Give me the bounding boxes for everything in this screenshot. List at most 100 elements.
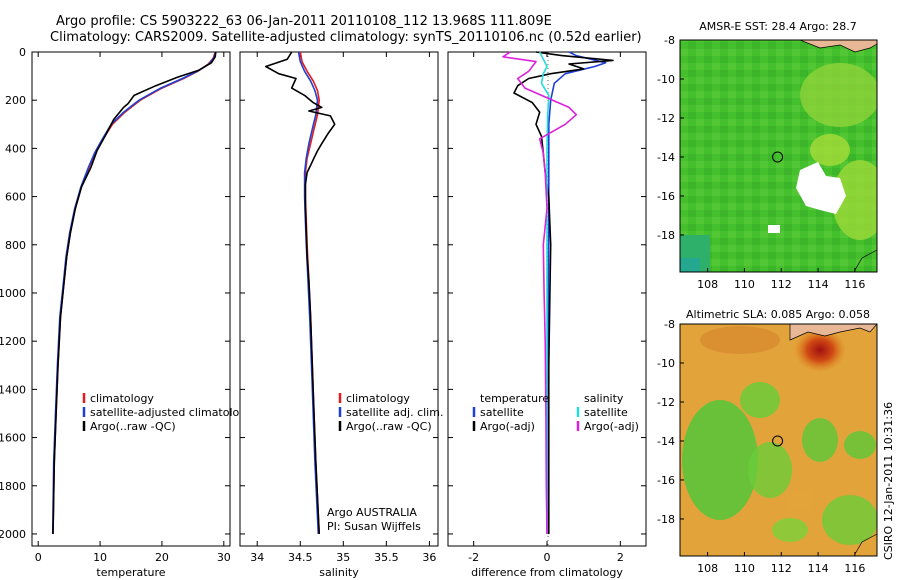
map-y-tick-label: -18 — [657, 513, 675, 526]
x-tick-label: 20 — [155, 551, 169, 564]
timestamp-text: CSIRO 12-Jan-2011 10:31:36 — [882, 402, 895, 560]
y-tick-label: 0 — [19, 46, 26, 59]
x-tick-label: 0 — [544, 551, 551, 564]
y-tick-label: 1200 — [0, 335, 26, 348]
sla-argo-location-marker — [772, 435, 784, 447]
y-tick-label: 1600 — [0, 432, 26, 445]
timestamp-label: CSIRO 12-Jan-2011 10:31:36 — [882, 402, 895, 560]
sst-map-frame — [679, 39, 878, 273]
y-tick-label: 1400 — [0, 383, 26, 396]
map-y-tick-label: -8 — [664, 34, 675, 47]
y-tick-label: 1800 — [0, 480, 26, 493]
salinity-frame — [239, 51, 439, 547]
map-x-tick-label: 110 — [734, 562, 755, 575]
sla-map-panel: Altimetric SLA: 0.085 Argo: 0.058 108 110… — [657, 308, 878, 575]
sst-field — [680, 40, 877, 272]
y-tick-label: 800 — [5, 239, 26, 252]
sst-argo-location-marker — [772, 151, 784, 163]
map-x-tick-label: 108 — [697, 278, 718, 291]
map-y-tick-label: -12 — [657, 112, 675, 125]
x-tick-label: 34.5 — [288, 551, 313, 564]
legend-label: satellite — [584, 406, 628, 419]
sst-missing-data — [796, 162, 846, 214]
header-line-1: Argo profile: CS 5903222_63 06-Jan-2011 … — [56, 14, 552, 29]
map-y-tick-label: -10 — [657, 73, 675, 86]
map-y-tick-label: -14 — [657, 435, 675, 448]
series-line-black — [264, 51, 336, 535]
map-x-tick-label: 114 — [808, 562, 829, 575]
x-tick-label: -2 — [468, 551, 479, 564]
map-y-tick-label: -18 — [657, 229, 675, 242]
legend-label: climatology — [90, 392, 154, 405]
sst-missing-data — [768, 225, 780, 233]
legend-label: satellite adj. clim. — [346, 406, 443, 419]
map-y-tick-label: -16 — [657, 190, 675, 203]
sst-map-title: AMSR-E SST: 28.4 Argo: 28.7 — [699, 20, 857, 33]
annotation-text: PI: Susan Wijffels — [327, 520, 421, 533]
sla-low-patch — [822, 495, 877, 545]
sla-high-patch — [700, 326, 780, 354]
sst-cool-patch — [680, 258, 700, 272]
x-tick-label: 34 — [250, 551, 264, 564]
y-tick-label: 2000 — [0, 528, 26, 541]
annotation-text: Argo AUSTRALIA — [327, 506, 417, 519]
map-y-tick-label: -8 — [664, 318, 675, 331]
legend-label: Argo(-adj) — [584, 420, 639, 433]
sst-warm-patch — [810, 134, 850, 166]
legend-label: satellite — [480, 406, 524, 419]
difference-panel: -2 0 2 difference from climatology temperatu… — [447, 51, 647, 579]
map-x-tick-label: 112 — [771, 562, 792, 575]
header-line-2: Climatology: CARS2009. Satellite-adjuste… — [50, 30, 642, 45]
legend-label: climatology — [346, 392, 410, 405]
sla-coastline — [854, 533, 877, 555]
sla-high-patch — [786, 490, 814, 510]
legend-label: Argo(..raw -QC) — [90, 420, 176, 433]
map-y-tick-label: -16 — [657, 474, 675, 487]
sla-low-patch — [772, 518, 808, 542]
x-tick-label: 0 — [35, 551, 42, 564]
temperature-panel: 0 10 20 30 0 200 400 600 800 1000 1200 1400 1600 1800… — [0, 46, 253, 579]
x-tick-label: 35 — [336, 551, 350, 564]
series-line-magenta — [502, 51, 578, 535]
legend-label: temperature — [480, 392, 549, 405]
x-tick-label: 30 — [217, 551, 231, 564]
map-y-tick-label: -14 — [657, 151, 675, 164]
y-tick-label: 200 — [5, 94, 26, 107]
sla-low-patch — [844, 431, 876, 459]
sst-coastline — [854, 249, 877, 271]
legend-label: Argo(..raw -QC) — [346, 420, 432, 433]
sla-map-frame — [679, 323, 878, 557]
sla-low-patch — [802, 418, 838, 462]
sst-warm-patch — [832, 160, 877, 240]
sla-map-title: Altimetric SLA: 0.085 Argo: 0.058 — [686, 308, 870, 321]
salinity-panel: 34 34.5 35 35.5 36 salinity climatologysatelli… — [239, 51, 443, 579]
series-line-black — [513, 51, 614, 534]
map-y-tick-label: -12 — [657, 396, 675, 409]
temperature-frame — [31, 51, 231, 547]
sst-warm-patch — [800, 63, 877, 127]
sst-map-panel: AMSR-E SST: 28.4 Argo: 28.7 108 110 112 114… — [657, 20, 878, 291]
legend-label: salinity — [584, 392, 624, 405]
sla-coastline — [789, 324, 877, 341]
x-axis-label: salinity — [319, 566, 359, 579]
sla-low-patch — [682, 400, 758, 520]
legend-label: satellite-adjusted climatology — [90, 406, 253, 419]
x-tick-label: 10 — [93, 551, 107, 564]
map-x-tick-label: 108 — [697, 562, 718, 575]
sst-coastline — [799, 40, 877, 53]
y-tick-label: 400 — [5, 142, 26, 155]
sla-field — [680, 324, 877, 556]
sla-low-patch — [740, 382, 780, 418]
y-tick-label: 1000 — [0, 287, 26, 300]
sla-low-patch — [748, 442, 792, 498]
map-x-tick-label: 116 — [844, 278, 865, 291]
x-axis-label: difference from climatology — [471, 566, 623, 579]
x-tick-label: 36 — [422, 551, 436, 564]
y-tick-label: 600 — [5, 191, 26, 204]
map-y-tick-label: -10 — [657, 357, 675, 370]
map-x-tick-label: 114 — [808, 278, 829, 291]
x-axis-label: temperature — [96, 566, 165, 579]
x-tick-label: 2 — [617, 551, 624, 564]
legend-label: Argo(-adj) — [480, 420, 535, 433]
